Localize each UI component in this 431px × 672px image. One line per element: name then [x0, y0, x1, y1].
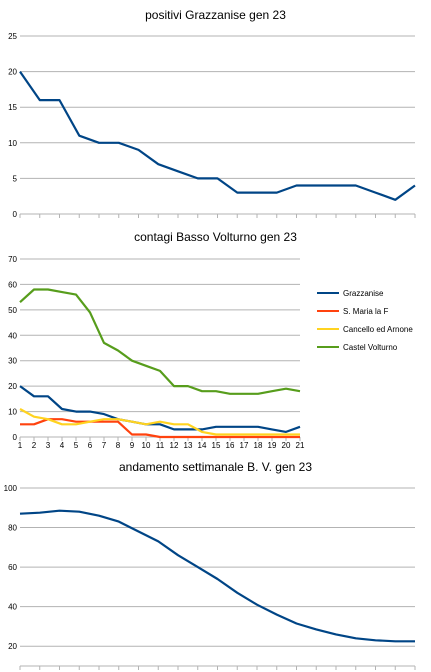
x-tick-label: 2	[32, 441, 37, 450]
x-tick-label: 17	[240, 441, 249, 450]
chart-1-title: positivi Grazzanise gen 23	[145, 8, 286, 22]
x-tick-label: 21	[296, 441, 305, 450]
legend-label: Grazzanise	[343, 288, 384, 298]
legend-swatch	[317, 292, 339, 294]
chart-3-title: andamento settimanale B. V. gen 23	[118, 460, 313, 474]
legend-swatch	[317, 328, 339, 330]
x-tick-label: 14	[198, 441, 207, 450]
chart-2-title: contagi Basso Volturno gen 23	[134, 230, 297, 244]
x-tick-label: 1	[18, 441, 23, 450]
y-tick-label: 100	[4, 484, 18, 493]
y-tick-label: 30	[8, 357, 17, 366]
y-tick-label: 10	[8, 408, 17, 417]
x-tick-label: 4	[60, 441, 65, 450]
y-tick-label: 0	[13, 433, 18, 442]
y-tick-label: 25	[8, 32, 17, 41]
legend-item-grazzanise: Grazzanise	[317, 284, 413, 302]
series-line-grazzanise	[19, 385, 301, 433]
x-tick-label: 6	[88, 441, 93, 450]
legend-label: S. Maria la F	[343, 306, 389, 316]
y-tick-label: 40	[8, 603, 17, 612]
y-tick-label: 5	[13, 174, 18, 183]
x-tick-label: 5	[74, 441, 79, 450]
y-tick-label: 20	[8, 68, 17, 77]
x-tick-label: 7	[102, 441, 107, 450]
x-tick-label: 20	[282, 441, 291, 450]
legend-item-s-maria: S. Maria la F	[317, 302, 413, 320]
legend-label: Cancello ed Arnone	[343, 324, 413, 334]
x-tick-label: 19	[268, 441, 277, 450]
legend-label: Castel Volturno	[343, 342, 398, 352]
legend-item-cancello: Cancello ed Arnone	[317, 320, 413, 338]
series-line-castel-volturno	[19, 288, 301, 395]
y-tick-label: 15	[8, 103, 17, 112]
x-tick-label: 10	[142, 441, 151, 450]
y-tick-label: 80	[8, 524, 17, 533]
legend-swatch	[317, 310, 339, 312]
x-tick-label: 18	[254, 441, 263, 450]
x-tick-label: 8	[116, 441, 121, 450]
chart-2-legend: Grazzanise S. Maria la F Cancello ed Arn…	[317, 284, 413, 356]
y-tick-label: 60	[8, 563, 17, 572]
series-line-cancello-ed-arnone	[19, 408, 300, 436]
y-tick-label: 40	[8, 331, 17, 340]
y-tick-label: 0	[13, 210, 18, 219]
x-tick-label: 11	[156, 441, 165, 450]
legend-item-castel-volturno: Castel Volturno	[317, 338, 413, 356]
x-tick-label: 13	[184, 441, 193, 450]
x-tick-label: 3	[46, 441, 51, 450]
x-tick-label: 16	[226, 441, 235, 450]
series-line-main	[19, 70, 416, 201]
y-tick-label: 70	[8, 255, 17, 264]
x-tick-label: 12	[170, 441, 179, 450]
y-tick-label: 20	[8, 642, 17, 651]
x-tick-label: 9	[130, 441, 135, 450]
y-tick-label: 20	[8, 382, 17, 391]
y-tick-label: 60	[8, 280, 17, 289]
x-tick-label: 15	[212, 441, 221, 450]
series-line-main	[19, 509, 415, 643]
legend-swatch	[317, 346, 339, 348]
y-tick-label: 50	[8, 306, 17, 315]
y-tick-label: 10	[8, 139, 17, 148]
